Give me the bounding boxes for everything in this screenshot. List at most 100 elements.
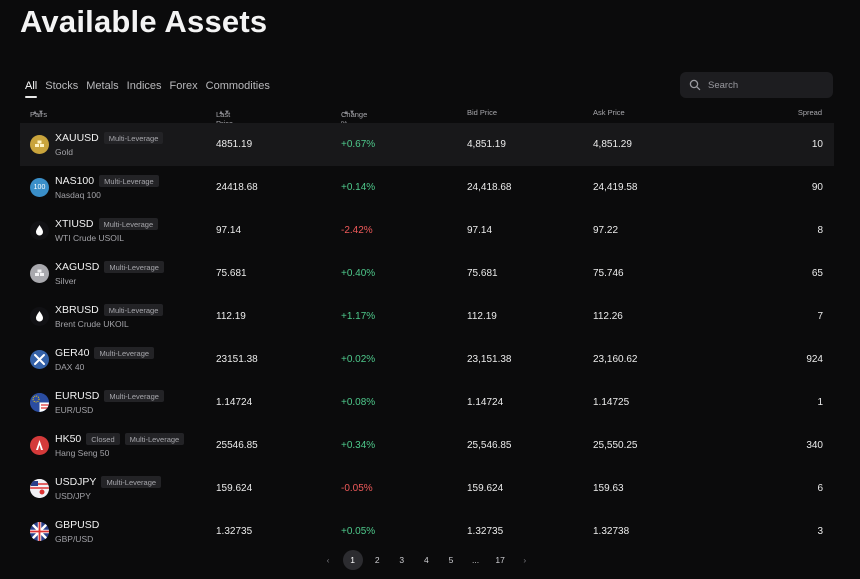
silver-bars-icon	[30, 264, 49, 283]
tab-stocks[interactable]: Stocks	[45, 80, 79, 92]
table-row[interactable]: XAGUSD Multi-Leverage Silver 75.681 +0.40% 75…	[20, 252, 834, 295]
table-row[interactable]: GER40 Multi-Leverage DAX 40 23151.38 +0.02% 2…	[20, 338, 834, 381]
tab-all[interactable]: All	[25, 80, 38, 98]
asset-name: GBP/USD	[55, 534, 94, 544]
tab-metals[interactable]: Metals	[86, 80, 119, 92]
us-jp-flag-icon	[30, 479, 49, 498]
asset-name: Hang Seng 50	[55, 448, 110, 458]
asset-name: Brent Crude UKOIL	[55, 319, 129, 329]
change-percent: +0.02%	[341, 354, 376, 365]
closed-badge: Closed	[86, 433, 120, 445]
asset-symbol: XAUUSD Multi-Leverage	[55, 132, 164, 144]
column-pairs-label: Pairs	[30, 110, 48, 119]
ask-price: 75.746	[593, 268, 624, 279]
ask-price: 159.63	[593, 483, 624, 494]
oil-drop-icon	[30, 307, 49, 326]
change-percent: -2.42%	[341, 225, 373, 236]
page-button[interactable]: 4	[424, 555, 429, 565]
bid-price: 1.14724	[467, 397, 504, 408]
asset-name: EUR/USD	[55, 405, 94, 415]
spread: 7	[817, 311, 823, 322]
sort-icon: ▲▼	[218, 110, 230, 116]
tab-forex[interactable]: Forex	[169, 80, 198, 92]
table-row[interactable]: HK50 Closed Multi-Leverage Hang Seng 50 2554…	[20, 424, 834, 467]
multi-leverage-badge: Multi-Leverage	[124, 433, 185, 445]
table-row[interactable]: 100 NAS100 Multi-Leverage Nasdaq 100 24418.6…	[20, 166, 834, 209]
next-page-button[interactable]: ›	[523, 555, 527, 565]
bid-price: 25,546.85	[467, 440, 512, 451]
tab-commodities[interactable]: Commodities	[205, 80, 270, 92]
multi-leverage-badge: Multi-Leverage	[103, 132, 164, 144]
asset-category-tabs: All Stocks Metals Indices Forex Commodit…	[25, 80, 278, 98]
table-row[interactable]: GBPUSD GBP/USD 1.32735 +0.05% 1.32735 1.32738…	[20, 510, 834, 553]
change-percent: +0.14%	[341, 182, 376, 193]
change-percent: +0.67%	[341, 139, 376, 150]
asset-symbol-text: NAS100	[55, 175, 95, 187]
column-ask-price: Ask Price	[593, 108, 625, 117]
last-price: 75.681	[216, 268, 247, 279]
sort-icon: ▲▼	[32, 110, 44, 116]
search-box[interactable]	[680, 72, 833, 98]
gb-us-flag-icon	[30, 522, 49, 541]
asset-symbol: EURUSD Multi-Leverage	[55, 390, 164, 402]
ask-price: 112.26	[593, 311, 623, 322]
ask-price: 24,419.58	[593, 182, 638, 193]
search-input[interactable]	[708, 79, 818, 91]
ask-price: 1.14725	[593, 397, 630, 408]
hang-seng-icon	[30, 436, 49, 455]
page-button[interactable]: 1	[342, 550, 363, 570]
page-button[interactable]: 17	[495, 555, 505, 565]
multi-leverage-badge: Multi-Leverage	[104, 261, 164, 273]
oil-drop-icon	[30, 221, 49, 240]
multi-leverage-badge: Multi-Leverage	[104, 390, 164, 402]
table-row[interactable]: XBRUSD Multi-Leverage Brent Crude UKOIL 112…	[20, 295, 834, 338]
last-price: 159.624	[216, 483, 253, 494]
table-row[interactable]: EURUSD Multi-Leverage EUR/USD 1.14724 +0.08%…	[20, 381, 834, 424]
ask-price: 23,160.62	[593, 354, 638, 365]
bid-price: 97.14	[467, 225, 493, 236]
table-row[interactable]: XAUUSD Multi-Leverage Gold 4851.19 +0.67% 4,8…	[20, 123, 834, 166]
search-icon	[689, 79, 701, 91]
spread: 6	[817, 483, 823, 494]
page-button[interactable]: 3	[399, 555, 405, 565]
change-percent: -0.05%	[341, 483, 373, 494]
change-percent: +0.34%	[341, 440, 376, 451]
table-header: Pairs▲▼ Last Price▲▼ Change %▲▼ Bid Pric…	[20, 106, 833, 128]
ask-price: 97.22	[593, 225, 619, 236]
asset-symbol-text: GER40	[55, 347, 90, 359]
asset-symbol: XAGUSD Multi-Leverage	[55, 261, 164, 273]
ask-price: 25,550.25	[593, 440, 638, 451]
asset-symbol: NAS100 Multi-Leverage	[55, 175, 159, 187]
spread: 340	[806, 440, 823, 451]
page-button[interactable]: 5	[448, 555, 454, 565]
asset-symbol-text: XBRUSD	[55, 304, 99, 316]
asset-symbol: GBPUSD	[55, 519, 99, 531]
multi-leverage-badge: Multi-Leverage	[99, 175, 159, 187]
gold-bars-icon	[30, 135, 49, 154]
assets-table: XAUUSD Multi-Leverage Gold 4851.19 +0.67% 4,8…	[20, 123, 834, 553]
multi-leverage-badge: Multi-Leverage	[101, 476, 162, 488]
page-button[interactable]: 2	[374, 555, 380, 565]
sort-icon: ▲▼	[343, 110, 355, 116]
last-price: 1.14724	[216, 397, 253, 408]
spread: 1	[817, 397, 823, 408]
tab-indices[interactable]: Indices	[126, 80, 162, 92]
table-row[interactable]: XTIUSD Multi-Leverage WTI Crude USOIL 97.14…	[20, 209, 834, 252]
dax-icon	[30, 350, 49, 369]
ask-price: 1.32738	[593, 526, 630, 537]
spread: 10	[811, 139, 823, 150]
last-price: 97.14	[216, 225, 242, 236]
last-price: 112.19	[216, 311, 246, 322]
ask-price: 4,851.29	[593, 139, 632, 150]
bid-price: 112.19	[467, 311, 497, 322]
asset-name: Gold	[55, 147, 73, 157]
change-percent: +0.08%	[341, 397, 376, 408]
prev-page-button[interactable]: ‹	[326, 555, 330, 565]
pagination-ellipsis: ...	[472, 555, 480, 565]
eu-us-flag-icon	[30, 393, 49, 412]
asset-symbol: USDJPY Multi-Leverage	[55, 476, 162, 488]
asset-symbol-text: EURUSD	[55, 390, 100, 402]
asset-symbol-text: XAUUSD	[55, 132, 99, 144]
multi-leverage-badge: Multi-Leverage	[103, 304, 164, 316]
table-row[interactable]: USDJPY Multi-Leverage USD/JPY 159.624 -0.05%…	[20, 467, 834, 510]
